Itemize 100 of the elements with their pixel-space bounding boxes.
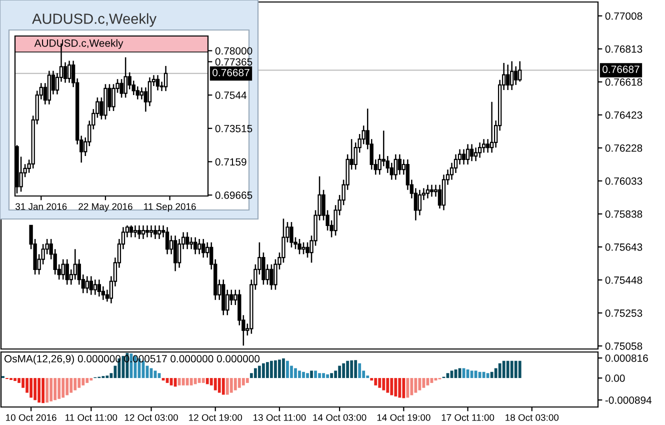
- bar: [82, 378, 85, 386]
- bar: [302, 372, 305, 378]
- candlestick: [486, 138, 490, 154]
- y-tick-label: 0.78000: [215, 47, 252, 55]
- y-tick-label: 0.75838: [605, 210, 642, 218]
- y-tick-label: 0.73515: [215, 124, 252, 132]
- candlestick: [490, 101, 494, 154]
- bar: [406, 378, 410, 398]
- bar: [346, 360, 350, 378]
- bar: [206, 378, 209, 384]
- candlestick: [173, 234, 178, 272]
- bar: [354, 360, 358, 378]
- bar: [374, 378, 378, 386]
- candlestick: [474, 146, 478, 162]
- x-tick-label: 13 Oct 11:00: [253, 414, 306, 421]
- bar: [238, 378, 241, 388]
- candlestick: [398, 154, 402, 176]
- bar: [378, 378, 382, 388]
- candlestick: [197, 238, 202, 255]
- y-tick-label: 0.76618: [605, 78, 642, 86]
- bar: [498, 363, 502, 378]
- bar: [86, 378, 89, 383]
- bar: [286, 360, 289, 378]
- bar: [382, 378, 386, 390]
- y-tick-label: 0.75448: [605, 276, 642, 284]
- bar: [246, 378, 249, 383]
- bar: [322, 373, 325, 378]
- bar: [254, 368, 257, 378]
- bar: [42, 378, 45, 404]
- candlestick: [137, 224, 142, 240]
- bar: [242, 378, 245, 386]
- bar: [78, 378, 81, 388]
- bar: [402, 378, 406, 398]
- bar: [330, 373, 333, 378]
- bar: [214, 378, 217, 390]
- x-tick-label: 18 Oct 03:00: [506, 414, 559, 421]
- bar: [310, 370, 313, 378]
- y-tick-label: 0.69665: [215, 192, 252, 199]
- bar: [66, 378, 69, 396]
- x-tick-label: 31 Jan 2016: [16, 203, 67, 210]
- x-tick-label: 14 Oct 19:00: [377, 414, 430, 421]
- candlestick: [141, 224, 146, 240]
- candlestick: [462, 148, 466, 166]
- ref-line-label: 0.76687: [212, 68, 250, 76]
- candlestick: [73, 248, 77, 280]
- candlestick: [290, 221, 294, 248]
- candlestick: [302, 242, 306, 255]
- candlestick: [514, 66, 518, 86]
- y-tick-label: 0.00: [605, 374, 625, 382]
- bar: [390, 378, 394, 396]
- candlestick: [470, 144, 474, 162]
- y-tick-label: 0.76813: [605, 45, 642, 53]
- candlestick: [430, 184, 434, 198]
- candlestick: [156, 74, 160, 91]
- y-tick-label: -0.000894: [605, 396, 652, 404]
- candlestick: [185, 232, 190, 250]
- candlestick: [97, 278, 101, 298]
- bar: [34, 378, 36, 400]
- bar: [282, 358, 285, 378]
- bar: [218, 378, 221, 393]
- ref-line-label: 0.76687: [602, 66, 640, 74]
- candlestick: [298, 238, 302, 255]
- bar: [190, 378, 193, 386]
- bar: [298, 370, 301, 378]
- candlestick: [193, 236, 198, 255]
- candlestick: [418, 189, 422, 216]
- candlestick: [124, 56, 128, 98]
- bar: [502, 360, 506, 378]
- bar: [410, 378, 414, 396]
- x-tick-label: 12 Oct 03:00: [124, 414, 178, 421]
- bar: [62, 378, 65, 398]
- candlestick: [61, 258, 65, 280]
- x-tick-label: 17 Oct 11:00: [442, 414, 494, 421]
- x-tick-label: 14 Oct 03:00: [313, 414, 366, 421]
- chart-subtitle: AUDUSD.c,Weekly: [34, 39, 124, 49]
- bar: [46, 378, 49, 403]
- y-tick-label: 0.000816: [605, 354, 648, 362]
- bar: [518, 360, 522, 378]
- candlestick: [136, 86, 140, 100]
- bar: [270, 360, 273, 378]
- candlestick: [510, 60, 514, 91]
- bar: [54, 378, 57, 400]
- bar: [266, 362, 269, 378]
- bar: [226, 378, 229, 395]
- candlestick: [85, 276, 89, 294]
- bar: [70, 378, 73, 393]
- y-tick-label: 0.75058: [605, 342, 642, 350]
- bar: [106, 376, 109, 378]
- bar: [490, 372, 494, 378]
- candlestick: [202, 238, 206, 258]
- bar: [342, 363, 346, 378]
- candlestick: [89, 276, 93, 296]
- bar: [314, 370, 317, 378]
- bar: [262, 363, 265, 378]
- candlestick: [149, 224, 154, 238]
- y-tick-label: 0.76423: [605, 111, 642, 119]
- candlestick: [65, 258, 69, 286]
- bar: [202, 378, 205, 383]
- candlestick: [93, 278, 97, 296]
- bar: [358, 363, 362, 378]
